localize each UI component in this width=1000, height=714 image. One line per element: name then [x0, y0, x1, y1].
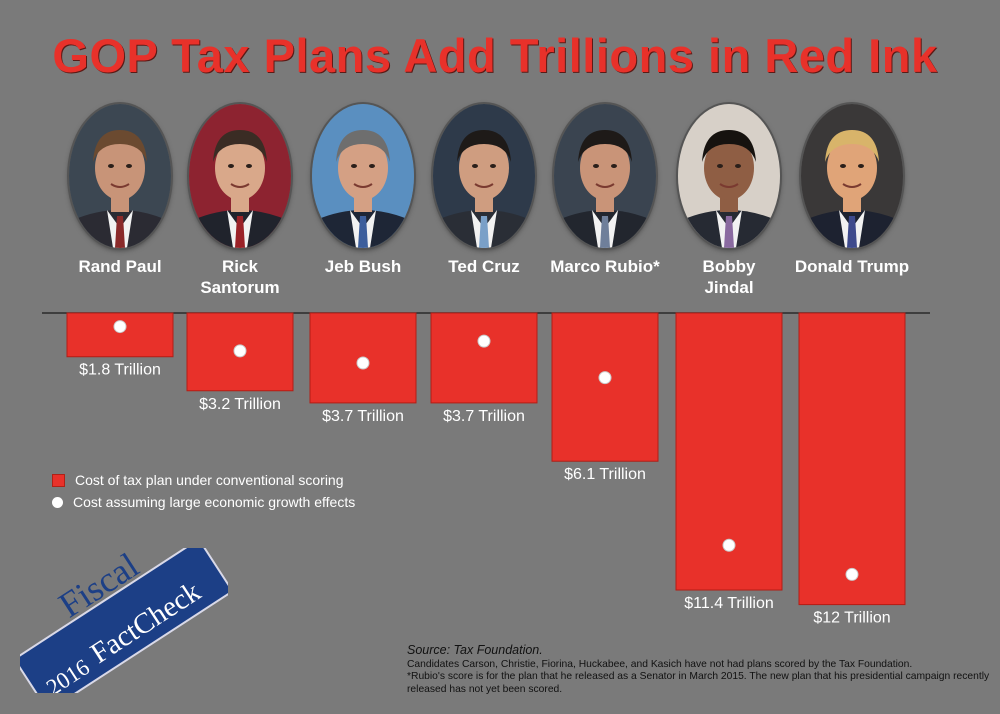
footnote-rubio: *Rubio's score is for the plan that he r… — [407, 671, 990, 695]
bar-donald-trump — [798, 312, 906, 606]
legend-item-growth: Cost assuming large economic growth effe… — [52, 492, 355, 512]
value-label-rand-paul: $1.8 Trillion — [79, 362, 161, 379]
candidate-name-ted-cruz: Ted Cruz — [448, 257, 520, 276]
value-label-rick-santorum: $3.2 Trillion — [199, 396, 281, 413]
growth-dot-jeb-bush — [356, 356, 370, 370]
bar-marco-rubio — [551, 312, 659, 462]
portrait-ted-cruz — [433, 104, 535, 248]
badge-banner — [20, 548, 228, 693]
candidate-name-rick-santorum: Rick Santorum — [200, 257, 280, 297]
bar-rand-paul — [66, 312, 174, 358]
portrait-marco-rubio — [554, 104, 656, 248]
candidate-name-jeb-bush: Jeb Bush — [324, 257, 402, 276]
value-label-bobby-jindal: $11.4 Trillion — [684, 595, 774, 612]
legend-label-conventional: Cost of tax plan under conventional scor… — [75, 472, 344, 488]
growth-dot-bobby-jindal — [722, 538, 736, 552]
growth-dot-marco-rubio — [598, 371, 612, 385]
candidate-name-donald-trump: Donald Trump — [794, 257, 910, 276]
bar-ted-cruz — [430, 312, 538, 404]
growth-dot-ted-cruz — [477, 334, 491, 348]
portrait-rick-santorum — [189, 104, 291, 248]
portrait-bobby-jindal — [678, 104, 780, 248]
legend-item-conventional: Cost of tax plan under conventional scor… — [52, 470, 355, 490]
legend-label-growth: Cost assuming large economic growth effe… — [73, 494, 356, 510]
portrait-jeb-bush — [312, 104, 414, 248]
value-label-marco-rubio: $6.1 Trillion — [564, 466, 646, 483]
legend-dot-white — [52, 496, 63, 508]
growth-dot-rick-santorum — [233, 344, 247, 358]
value-label-ted-cruz: $3.7 Trillion — [443, 408, 525, 425]
value-label-jeb-bush: $3.7 Trillion — [322, 408, 404, 425]
portrait-donald-trump — [801, 104, 903, 248]
candidate-name-bobby-jindal: Bobby Jindal — [702, 257, 756, 297]
legend-swatch-red — [52, 473, 65, 487]
value-label-donald-trump: $12 Trillion — [813, 610, 890, 627]
source-label: Source: Tax Foundation. — [407, 643, 543, 657]
source-footnote: Source: Tax Foundation. Candidates Carso… — [407, 644, 997, 696]
candidate-name-marco-rubio: Marco Rubio* — [550, 257, 660, 276]
candidate-name-rand-paul: Rand Paul — [78, 257, 162, 276]
page-title: GOP Tax Plans Add Trillions in Red Ink — [52, 29, 938, 82]
growth-dot-rand-paul — [113, 320, 127, 334]
fiscal-factcheck-logo: 2016 Fiscal FactCheck — [20, 548, 228, 693]
portrait-rand-paul — [69, 104, 171, 248]
footnote-candidates: Candidates Carson, Christie, Fiorina, Hu… — [407, 658, 913, 670]
growth-dot-donald-trump — [845, 567, 859, 581]
chart-legend: Cost of tax plan under conventional scor… — [52, 470, 355, 514]
